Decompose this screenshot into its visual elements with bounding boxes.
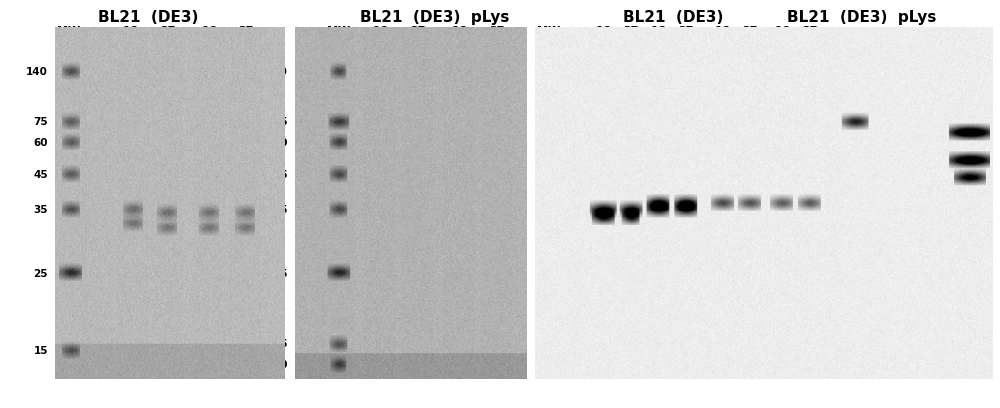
Text: 15: 15	[274, 339, 288, 349]
Text: 37: 37	[743, 26, 758, 35]
Text: 16: 16	[715, 26, 731, 35]
Text: DPE: DPE	[664, 41, 690, 54]
Text: 25: 25	[274, 268, 288, 279]
Text: 60: 60	[274, 138, 288, 148]
Text: 37: 37	[802, 26, 817, 35]
Text: 16: 16	[596, 26, 612, 35]
Text: 60: 60	[34, 138, 48, 148]
Text: BL21  (DE3): BL21 (DE3)	[98, 10, 198, 25]
Text: 16: 16	[651, 26, 666, 35]
Text: A: A	[503, 351, 514, 366]
Text: ø: ø	[568, 26, 575, 35]
Text: 37: 37	[678, 26, 694, 35]
Text: 37: 37	[160, 26, 175, 35]
Text: 15: 15	[34, 346, 48, 356]
Text: 45: 45	[513, 170, 528, 180]
Text: 45: 45	[273, 170, 288, 180]
Text: DPE: DPE	[224, 41, 250, 54]
Text: MW: MW	[537, 26, 560, 35]
Text: 75: 75	[33, 117, 48, 127]
Text: 10: 10	[514, 360, 528, 370]
Text: BL21  (DE3)  pLys: BL21 (DE3) pLys	[360, 10, 510, 25]
Text: NPE: NPE	[604, 41, 631, 54]
Text: MW: MW	[57, 26, 80, 35]
Text: 16: 16	[373, 26, 389, 35]
Text: MW: MW	[327, 26, 351, 35]
Text: 16: 16	[201, 26, 217, 35]
Text: 75: 75	[513, 117, 528, 127]
Text: 35: 35	[274, 205, 288, 215]
Text: 45: 45	[33, 170, 48, 180]
Text: 15: 15	[514, 339, 528, 349]
Text: BL21  (DE3): BL21 (DE3)	[623, 10, 723, 25]
Text: 25: 25	[514, 268, 528, 279]
Text: NPE: NPE	[725, 41, 752, 54]
Text: B: B	[969, 351, 980, 366]
Text: 140: 140	[26, 67, 48, 78]
Text: DPE: DPE	[472, 41, 498, 54]
Text: 37: 37	[623, 26, 639, 35]
Text: ø: ø	[93, 26, 100, 35]
Text: BL21  (DE3)  pLys: BL21 (DE3) pLys	[787, 10, 937, 25]
Text: +: +	[965, 26, 975, 35]
Text: 16: 16	[123, 26, 139, 35]
Text: 25: 25	[34, 268, 48, 279]
Text: 75: 75	[273, 117, 288, 127]
Text: 10: 10	[274, 360, 288, 370]
Text: NPE: NPE	[393, 41, 420, 54]
Text: 140: 140	[266, 67, 288, 78]
Text: ø: ø	[305, 26, 313, 35]
Text: 16: 16	[775, 26, 790, 35]
Text: 140: 140	[506, 67, 528, 78]
Text: DPE: DPE	[783, 41, 809, 54]
Text: 37: 37	[410, 26, 426, 35]
Text: 37: 37	[489, 26, 505, 35]
Text: 35: 35	[514, 205, 528, 215]
Text: 60: 60	[514, 138, 528, 148]
Text: 16: 16	[452, 26, 468, 35]
Text: NPE: NPE	[138, 41, 165, 54]
Text: 37: 37	[238, 26, 254, 35]
Text: 35: 35	[34, 205, 48, 215]
